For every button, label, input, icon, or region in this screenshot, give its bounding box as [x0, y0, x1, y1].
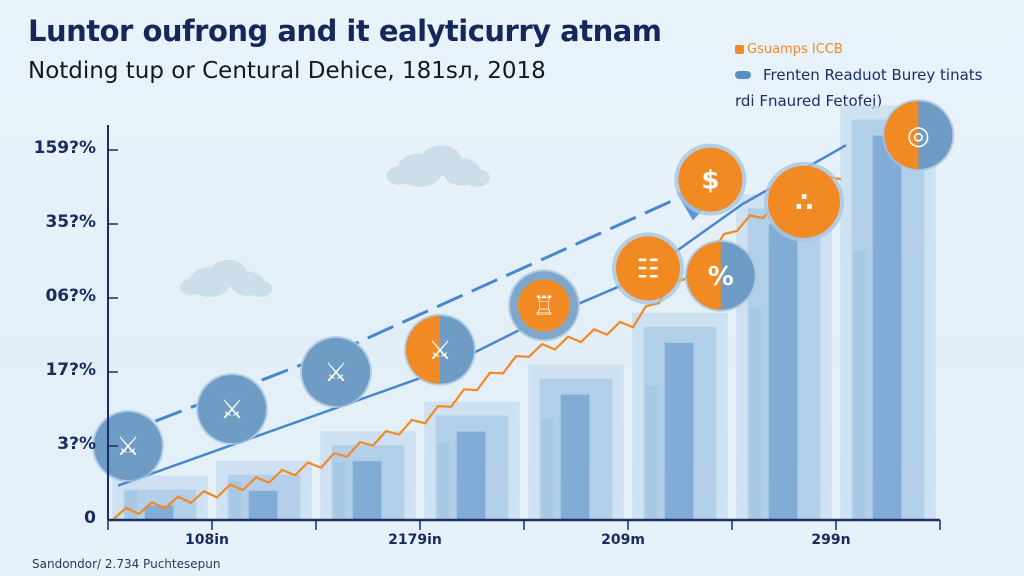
- bar: [144, 505, 174, 520]
- y-tick-label: 3?%: [57, 434, 96, 454]
- legend-swatch-orange: [735, 44, 744, 54]
- figure-icon: ⚔: [116, 432, 139, 462]
- legend-label-blue-cont: rdi Fnaured Fetofej): [735, 92, 883, 110]
- bar-side: [645, 385, 658, 520]
- marker: [768, 165, 840, 238]
- legend: Gsuamps ICCB Frenten Readuot Burey tinat…: [735, 36, 982, 114]
- cloud-icon: [386, 145, 490, 187]
- marker: [678, 147, 743, 212]
- legend-label-blue: Frenten Readuot Burey tinats: [763, 66, 983, 84]
- bowl-icon: ♖: [532, 291, 555, 321]
- chart-subtitle: Notding tup or Centural Dehice, 181sл, 2…: [28, 58, 546, 84]
- bar-side: [541, 418, 554, 520]
- y-tick-label: 06?%: [45, 286, 96, 306]
- bar: [456, 431, 486, 520]
- bar: [872, 135, 902, 520]
- bar: [768, 224, 798, 520]
- bar-side: [333, 462, 346, 520]
- bar: [352, 461, 382, 520]
- marker-half: [686, 241, 721, 310]
- marker-half: [406, 315, 440, 384]
- bar: [248, 490, 278, 520]
- y-tick-label: 17?%: [45, 360, 96, 380]
- bar-side: [437, 443, 450, 520]
- figure-icon: ⚔: [220, 395, 243, 425]
- marker-half: [884, 101, 919, 170]
- y-tick-label: 159?%: [33, 138, 96, 158]
- bar-side: [749, 308, 762, 520]
- figure-icon: ⚔: [428, 336, 451, 366]
- figure-icon: ⚔: [324, 358, 347, 388]
- coin-icon: $: [701, 166, 719, 196]
- marker: [616, 236, 680, 301]
- cloud-icon: [180, 259, 273, 297]
- marker: [198, 375, 266, 443]
- x-tick-label: 108in: [185, 532, 229, 548]
- text-icon: ∴: [795, 188, 813, 218]
- bar-side: [125, 491, 138, 520]
- bar-side: [853, 250, 866, 520]
- legend-item-blue: Frenten Readuot Burey tinats: [735, 62, 982, 88]
- y-tick-label: 35?%: [45, 212, 96, 232]
- chart-title: Luntor oufrong and it ealyticurry atnam: [28, 14, 662, 48]
- legend-label-orange: Gsuamps ICCB: [747, 41, 843, 57]
- globe-icon: ◎: [907, 121, 930, 151]
- bar: [664, 342, 694, 520]
- x-tick-label: 299n: [811, 532, 851, 548]
- x-tick-label: 2179in: [388, 532, 442, 548]
- legend-swatch-blue: [735, 71, 751, 79]
- marker: [302, 338, 370, 406]
- percent-icon: %: [708, 262, 734, 292]
- y-tick-label: 0: [84, 508, 96, 528]
- marker: [94, 412, 162, 480]
- legend-item-blue-cont: rdi Fnaured Fetofej): [735, 88, 982, 114]
- legend-item-orange: Gsuamps ICCB: [735, 36, 982, 62]
- x-tick-label: 209m: [601, 532, 645, 548]
- bar-side: [229, 481, 242, 520]
- marker-inner: [518, 279, 570, 332]
- bar: [560, 394, 590, 520]
- document-icon: ☷: [636, 254, 659, 284]
- source-note: Sandondor/ 2.734 Puchtesepun: [32, 557, 221, 571]
